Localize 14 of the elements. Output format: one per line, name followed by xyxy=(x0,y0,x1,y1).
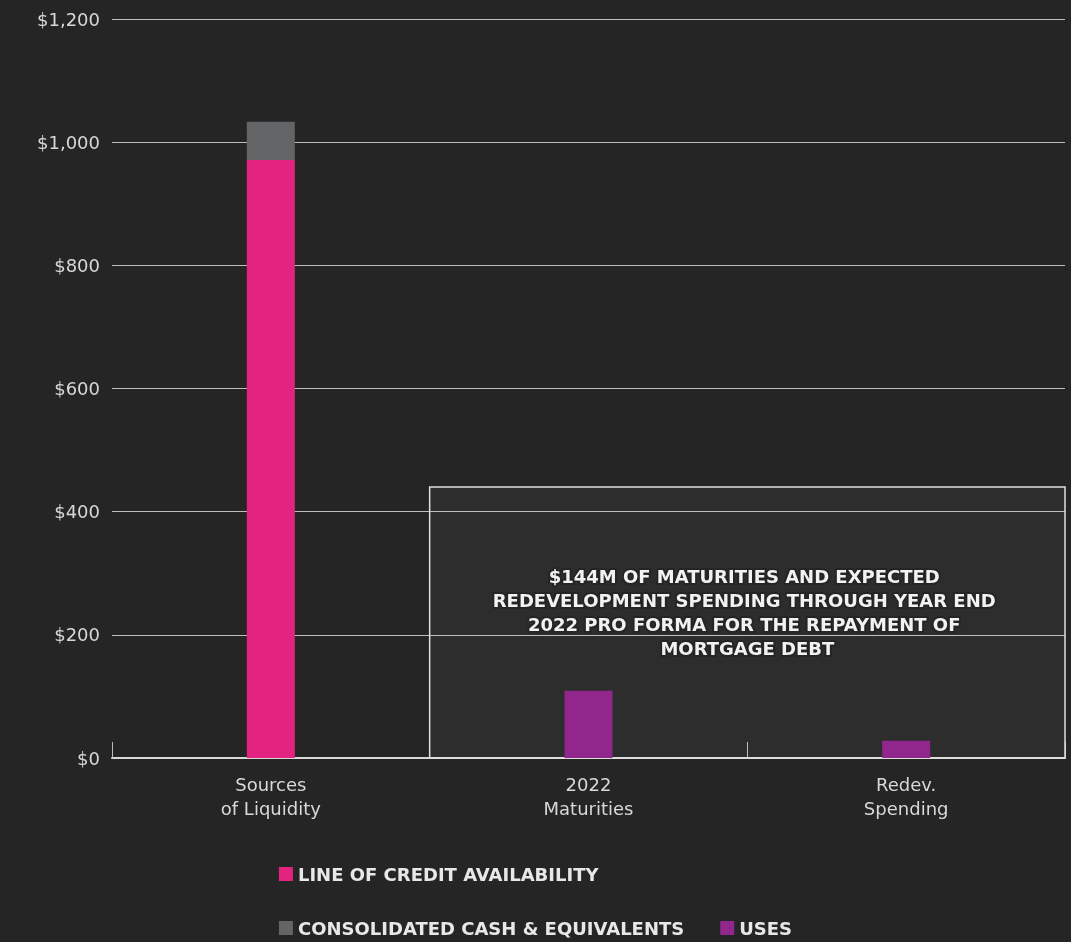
y-tick-label: $800 xyxy=(54,254,100,276)
y-tick-label: $1,200 xyxy=(37,8,100,30)
legend-label: USES xyxy=(739,917,793,939)
legend-label: LINE OF CREDIT AVAILABILITY xyxy=(297,863,600,885)
y-tick-label: $200 xyxy=(54,624,100,646)
band-label: $144M OF MATURITIES AND EXPECTED REDEVELOPMENT SPENDING THROUGH YEAR END 2022 PRO FORMA FOR THE REPAYMENT OF MORTGAGE DEBT xyxy=(492,566,1002,660)
y-tick-label: $600 xyxy=(54,378,100,399)
y-tick-label: $1,000 xyxy=(37,131,100,153)
y-tick-label: $400 xyxy=(54,501,100,523)
y-tick-label: $0 xyxy=(77,747,100,769)
x-tick-label: 2022 Maturities xyxy=(543,773,634,819)
legend-label: CONSOLIDATED CASH & EQUIVALENTS xyxy=(297,917,685,939)
x-tick-label: Sources of Liquidity xyxy=(220,773,322,819)
x-tick-label: Redev. Spending xyxy=(863,773,949,819)
